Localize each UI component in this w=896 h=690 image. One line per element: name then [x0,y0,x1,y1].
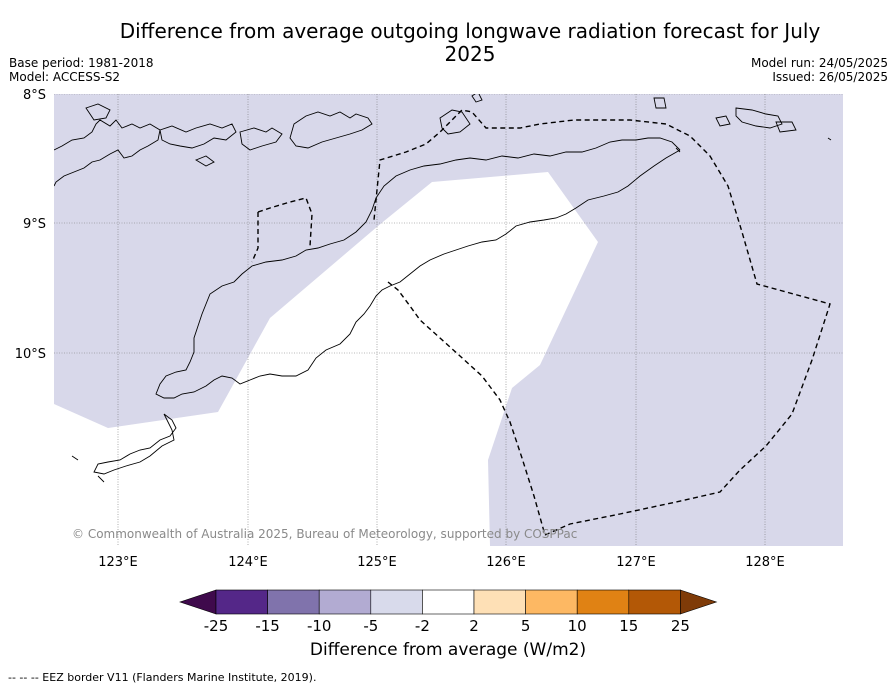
coast-timor [155,137,681,399]
lon-label-124e: 124°E [228,555,268,570]
colorbar-tick-label: -2 [415,617,430,635]
lon-label-126e: 126°E [486,555,526,570]
model-run: Model run: 24/05/2025 [750,56,888,70]
colorbar-title: Difference from average (W/m2) [309,640,587,660]
lat-labels: 8°S 9°S 10°S [15,88,46,362]
meta-left: Base period: 1981-2018 Model: ACCESS-S2 [9,56,154,84]
colorbar-segment [628,589,681,615]
colorbar-segment [576,589,630,615]
lat-label-8s: 8°S [23,88,46,103]
eez-footnote: -- -- -- EEZ border V11 (Flanders Marine… [8,671,317,684]
colorbar-tick-label: -25 [204,617,229,635]
colorbar-tick-label: 5 [521,617,531,635]
eez-oecusse [257,197,313,247]
coast-north-islands [54,119,161,187]
eez-borders [251,109,831,536]
colorbar-extend-high [680,589,718,615]
colorbar-tick-label: 10 [568,617,587,635]
lat-label-9s: 9°S [23,217,46,232]
eez-outer [373,109,831,536]
coastlines [54,94,832,483]
lon-labels: 123°E 124°E 125°E 126°E 127°E 128°E [98,555,785,570]
colorbar: -25 -15 -10 -5 -2 2 5 10 15 25 [179,589,718,635]
colorbar-tick-label: -5 [363,617,378,635]
colorbar-segment [473,589,526,615]
colorbar-segment [318,589,372,615]
lon-label-128e: 128°E [745,555,785,570]
lat-label-10s: 10°S [15,347,46,362]
colorbar-segment [267,589,320,615]
meta-right: Model run: 24/05/2025 Issued: 26/05/2025 [751,56,888,84]
colorbar-extend-low [179,589,217,615]
lon-label-125e: 125°E [357,555,397,570]
colorbar-segment [525,589,578,615]
colorbar-segment [215,589,268,615]
lon-label-127e: 127°E [616,555,656,570]
base-period: Base period: 1981-2018 [9,56,154,70]
copyright-notice: © Commonwealth of Australia 2025, Bureau… [72,527,577,541]
colorbar-tick-label: 15 [619,617,638,635]
colorbar-segment [422,589,475,615]
chart-title: Difference from average outgoing longwav… [119,19,821,66]
gridlines [54,94,843,546]
model-name: Model: ACCESS-S2 [9,70,121,84]
colorbar-segment [370,589,423,615]
colorbar-tick-label: -15 [255,617,280,635]
colorbar-tick-label: -10 [307,617,332,635]
colorbar-tick-label: 2 [469,617,479,635]
issued-date: Issued: 26/05/2025 [772,70,888,84]
eez-timor-leste [387,281,546,536]
lon-label-123e: 123°E [98,555,138,570]
colorbar-tick-label: 25 [671,617,690,635]
olr-anomaly-region [54,94,843,546]
